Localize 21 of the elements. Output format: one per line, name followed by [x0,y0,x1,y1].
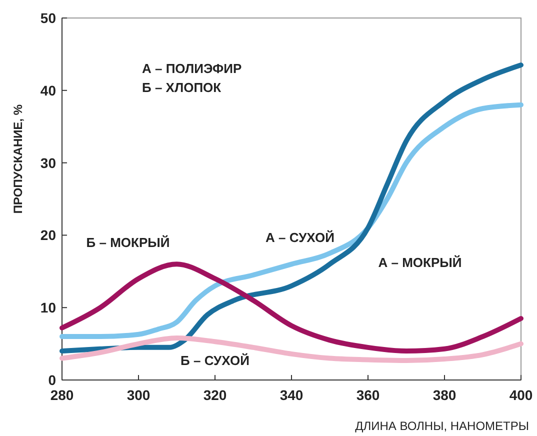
x-tick-label: 360 [356,387,380,403]
y-tick-label: 10 [40,300,56,316]
annotation: Б – ХЛОПОК [142,80,222,95]
series-label: А – МОКРЫЙ [378,255,462,270]
series-label: Б – МОКРЫЙ [86,235,170,250]
series-label: Б – СУХОЙ [180,353,250,368]
x-tick-label: 320 [203,387,227,403]
y-tick-label: 30 [40,154,56,171]
y-axis-title: ПРОПУСКАНИЕ, % [11,104,25,214]
x-tick-label: 280 [50,387,74,403]
y-tick-label: 50 [40,10,56,26]
x-axis-title: ДЛИНА ВОЛНЫ, НАНОМЕТРЫ [355,419,529,433]
x-tick-label: 300 [126,387,150,403]
series-label: А – СУХОЙ [266,230,334,245]
x-tick-label: 380 [432,387,456,403]
y-tick-label: 0 [48,372,56,388]
x-tick-label: 340 [280,387,304,403]
x-tick-label: 400 [509,387,533,403]
y-tick-label: 40 [40,82,56,98]
annotation: А – ПОЛИЭФИР [142,61,242,76]
y-tick-label: 20 [40,227,56,244]
